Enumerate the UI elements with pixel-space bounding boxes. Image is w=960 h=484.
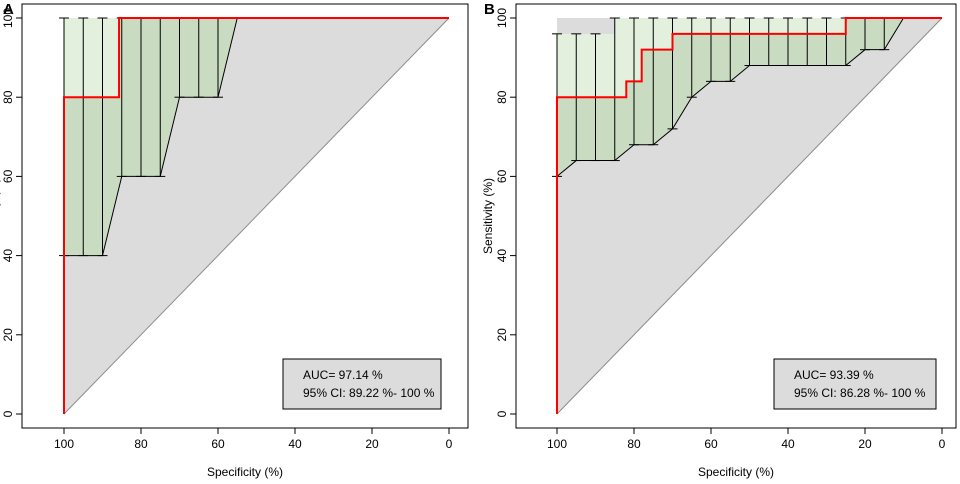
auc-value: AUC= 97.14 % [303,368,383,382]
y-tick-label: 20 [1,328,15,342]
y-axis-label: Sensitivity (%) [481,178,495,254]
roc-curve [556,17,942,414]
x-tick-label: 20 [858,437,872,451]
ci-lower-envelope [64,17,238,257]
y-axis-label: Sensitivity (%) [0,178,1,254]
roc-panel-b: 100 80 60 40 20 0 0 20 40 60 80 100 Specificity (%) S… [481,1,957,479]
x-tick-label: 80 [134,437,148,451]
x-tick-label: 60 [211,437,225,451]
y-tick-label: 40 [1,249,15,263]
plot-border [21,3,469,429]
auc-box [282,358,442,410]
y-tick-label: 80 [495,90,509,104]
panel-label: A [3,1,14,18]
x-tick-label: 0 [939,437,946,451]
x-tick-label: 80 [627,437,641,451]
x-tick-label: 20 [365,437,379,451]
y-tick-label: 60 [1,169,15,183]
y-tick-label: 0 [1,410,15,417]
ci-lower-envelope [556,17,904,177]
y-tick-label: 40 [495,249,509,263]
x-tick-label: 40 [781,437,795,451]
x-tick-label: 100 [547,437,567,451]
y-tick-label: 100 [1,8,15,28]
y-tick-label: 100 [495,8,509,28]
y-tick-label: 60 [495,169,509,183]
chance-diagonal [556,17,943,415]
x-tick-label: 40 [288,437,302,451]
x-axis-label: Specificity (%) [698,465,774,479]
roc-curve [63,17,449,414]
auc-ci-value: 95% CI: 89.22 %- 100 % [303,386,435,400]
y-tick-label: 80 [1,90,15,104]
y-tick-label: 20 [495,328,509,342]
x-axis-label: Specificity (%) [207,465,283,479]
plot-border [515,3,957,429]
panel-label: B [484,1,495,18]
chance-diagonal [63,17,450,415]
x-tick-label: 100 [54,437,74,451]
auc-box [773,358,937,410]
x-tick-label: 60 [704,437,718,451]
auc-ci-value: 95% CI: 86.28 %- 100 % [794,386,926,400]
auc-value: AUC= 93.39 % [794,368,874,382]
x-tick-label: 0 [446,437,453,451]
y-tick-label: 0 [495,410,509,417]
roc-panel-a: 100 80 60 40 20 0 0 20 40 60 80 100 Specificity (%) S… [0,1,469,479]
